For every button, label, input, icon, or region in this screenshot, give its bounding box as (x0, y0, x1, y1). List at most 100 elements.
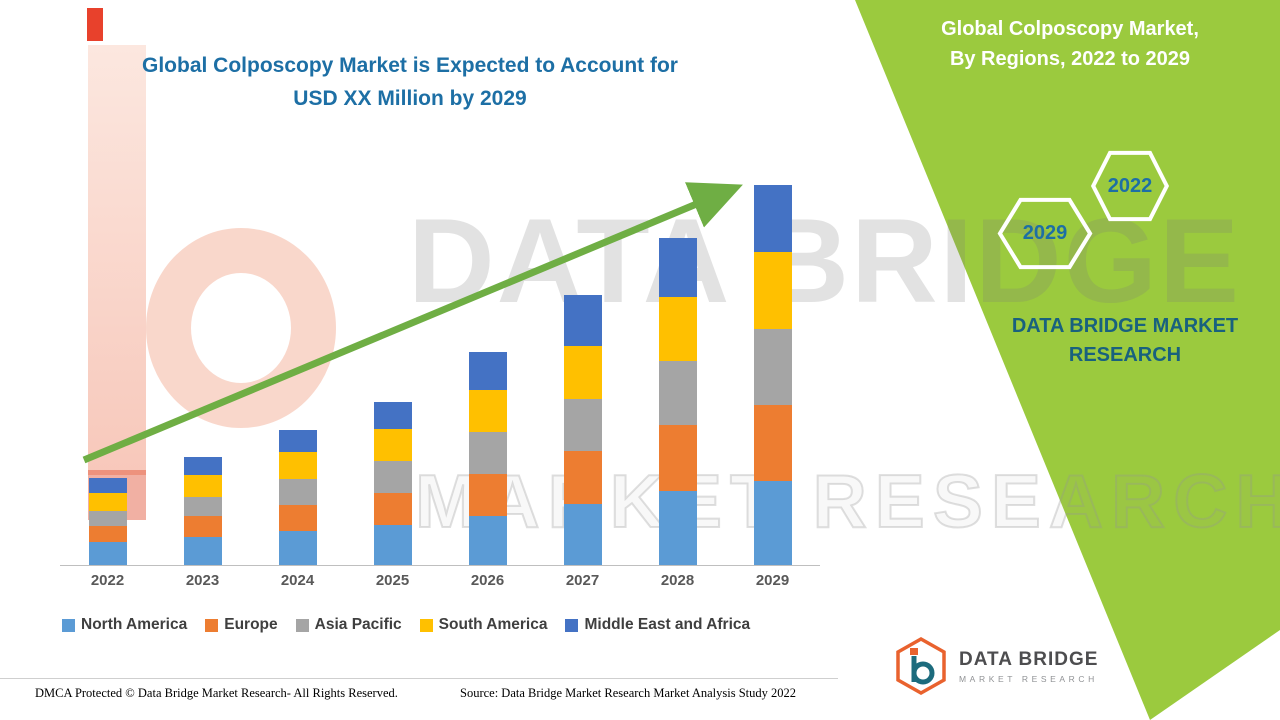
watermark-text-line2: MARKET RESEARCH (414, 458, 1280, 544)
hexagon-badge-2022: 2022 (1090, 150, 1170, 222)
logo-watermark-flag (87, 8, 103, 41)
panel-title: Global Colposcopy Market, By Regions, 20… (905, 14, 1235, 74)
legend-swatch (565, 618, 579, 632)
bar-segment-middle-east-and-africa (753, 185, 792, 252)
category-axis: 2022 2023 2024 2025 2026 2027 2028 2029 (60, 572, 820, 589)
bar-segment-europe (183, 516, 222, 537)
logo-watermark-stem (88, 45, 146, 475)
bar-stack-2023 (183, 456, 222, 565)
legend-swatch (295, 618, 309, 632)
bar-segment-middle-east-and-africa (373, 401, 412, 430)
bar-segment-europe (373, 493, 412, 526)
axis-label-2025: 2025 (375, 572, 410, 589)
bar-segment-north-america (563, 504, 602, 565)
bar-segment-north-america (753, 481, 792, 565)
legend-label: Europe (224, 616, 278, 633)
legend-label: Asia Pacific (314, 616, 402, 633)
hexagon-year-label: 2022 (1107, 174, 1153, 197)
bar-segment-middle-east-and-africa (658, 238, 697, 298)
axis-label-2026: 2026 (470, 572, 505, 589)
trend-arrow-icon (82, 182, 743, 464)
bar-segment-south-america (183, 474, 222, 497)
legend-label: North America (81, 616, 188, 633)
axis-label-2029: 2029 (755, 572, 790, 589)
brand-name-line1: DATA BRIDGE MARKET (1011, 315, 1239, 337)
bar-segment-south-america (373, 429, 412, 462)
bar-segment-asia-pacific (88, 511, 127, 527)
legend-label: Middle East and Africa (584, 616, 751, 633)
bar-segment-south-america (88, 493, 127, 512)
bar-stack-2022 (88, 477, 127, 565)
panel-title-line2: By Regions, 2022 to 2029 (949, 48, 1191, 70)
hexagon-year-label: 2029 (1022, 222, 1068, 244)
bar-segment-south-america (563, 346, 602, 400)
bar-segment-europe (468, 473, 507, 516)
brand-name-panel: DATA BRIDGE MARKET RESEARCH (975, 312, 1275, 370)
bar-segment-asia-pacific (563, 399, 602, 452)
legend-item: South America (419, 616, 548, 634)
bar-segment-europe (658, 425, 697, 491)
logo-subtitle: MARKET RESEARCH (959, 673, 1098, 684)
bar-segment-asia-pacific (468, 432, 507, 474)
bar-segment-north-america (373, 525, 412, 565)
bar-segment-middle-east-and-africa (88, 477, 127, 494)
bar-segment-south-america (658, 297, 697, 362)
watermark-text-line1: DATA BRIDGE (408, 194, 1242, 328)
bar-segment-asia-pacific (658, 361, 697, 426)
hexagon-outline-icon (1090, 150, 1170, 222)
data-bridge-logo-icon (896, 636, 946, 696)
company-logo: DATA BRIDGE MARKET RESEARCH (893, 636, 1098, 696)
legend-swatch (62, 618, 75, 632)
bar-segment-asia-pacific (373, 461, 412, 494)
logo-title: DATA BRIDGE (959, 648, 1099, 670)
hexagon-outline-icon (996, 197, 1094, 270)
bar-segment-north-america (468, 515, 507, 565)
bar-segment-middle-east-and-africa (278, 429, 317, 452)
bar-segment-europe (88, 526, 127, 543)
bar-plot (60, 170, 820, 566)
hexagon-badge-2029: 2029 (996, 197, 1094, 270)
dmca-notice: DMCA Protected © Data Bridge Market Rese… (35, 686, 398, 700)
bar-segment-north-america (183, 536, 222, 565)
bar-stack-2028 (658, 238, 697, 565)
legend-label: South America (438, 616, 548, 633)
chart-legend: North America Europe Asia Pacific South Ame… (62, 616, 842, 634)
source-note: Source: Data Bridge Market Research Mark… (460, 686, 797, 700)
bar-segment-asia-pacific (753, 329, 792, 406)
bar-segment-europe (563, 451, 602, 505)
chart-title-line1: Global Colposcopy Market is Expected to … (142, 54, 678, 77)
bar-segment-asia-pacific (278, 479, 317, 506)
bar-segment-south-america (278, 451, 317, 480)
bar-segment-south-america (468, 390, 507, 433)
legend-swatch (419, 618, 433, 632)
bar-segment-north-america (88, 542, 127, 565)
panel-title-line1: Global Colposcopy Market, (941, 18, 1199, 40)
bar-segment-north-america (658, 490, 697, 565)
bar-segment-middle-east-and-africa (183, 456, 222, 475)
legend-item: Asia Pacific (295, 616, 402, 634)
axis-label-2024: 2024 (280, 572, 315, 589)
logo-text-group: DATA BRIDGE MARKET RESEARCH (959, 649, 1098, 684)
axis-label-2027: 2027 (565, 572, 600, 589)
bar-segment-europe (278, 505, 317, 531)
bar-segment-north-america (278, 530, 317, 565)
bar-stack-2026 (468, 352, 507, 565)
footer-divider (0, 678, 838, 679)
legend-item: Middle East and Africa (565, 616, 750, 634)
bar-stack-2024 (278, 429, 317, 565)
bar-segment-middle-east-and-africa (563, 294, 602, 347)
axis-label-2028: 2028 (660, 572, 695, 589)
bar-stack-2029 (753, 185, 792, 565)
bar-stack-2025 (373, 401, 412, 565)
bar-segment-asia-pacific (183, 496, 222, 517)
axis-label-2023: 2023 (185, 572, 220, 589)
legend-swatch (205, 618, 219, 632)
brand-name-line2: RESEARCH (1068, 344, 1182, 366)
chart-title: Global Colposcopy Market is Expected to … (110, 50, 710, 115)
chart-title-line2: USD XX Million by 2029 (293, 86, 527, 110)
bar-segment-middle-east-and-africa (468, 352, 507, 391)
bar-segment-south-america (753, 251, 792, 330)
legend-item: North America (62, 616, 187, 634)
bar-stack-2027 (563, 294, 602, 565)
